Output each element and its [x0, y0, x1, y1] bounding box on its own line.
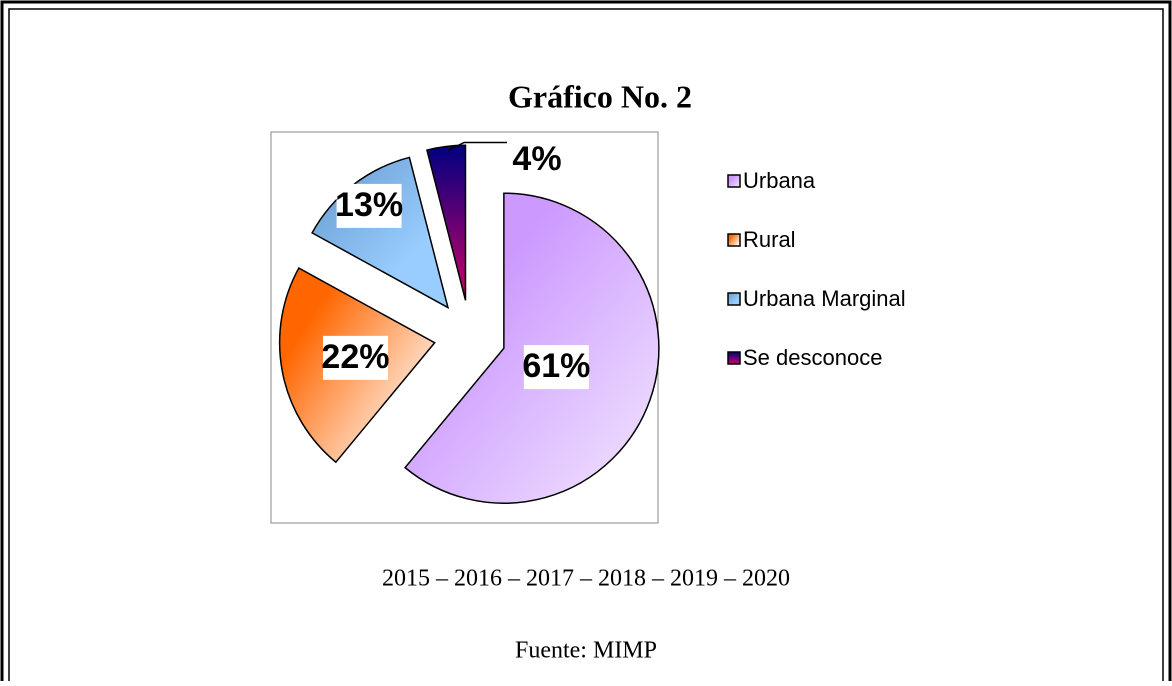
legend-swatch	[727, 233, 741, 247]
subtitle: 2015 – 2016 – 2017 – 2018 – 2019 – 2020	[382, 566, 790, 592]
legend-label: Rural	[743, 227, 796, 252]
data-label-box	[336, 183, 402, 228]
legend-swatch	[727, 351, 741, 365]
leader-line	[447, 141, 507, 152]
pie-slice	[426, 144, 467, 301]
legend-swatch	[727, 174, 741, 188]
legend-swatch	[727, 292, 741, 306]
data-label: 4%	[512, 140, 561, 178]
data-label: 13%	[335, 186, 403, 224]
legend-label: Urbana	[743, 168, 816, 193]
data-label: 61%	[522, 347, 590, 385]
legend-label: Urbana Marginal	[743, 286, 906, 311]
legend-label: Se desconoce	[743, 345, 882, 370]
frame-inner	[8, 8, 1164, 686]
chart-title: Gráfico No. 2	[508, 78, 692, 114]
data-label-box	[523, 345, 589, 390]
data-label-box	[322, 335, 388, 380]
data-label-box	[514, 138, 560, 182]
data-label: 22%	[321, 338, 389, 376]
source: Fuente: MIMP	[515, 638, 657, 664]
